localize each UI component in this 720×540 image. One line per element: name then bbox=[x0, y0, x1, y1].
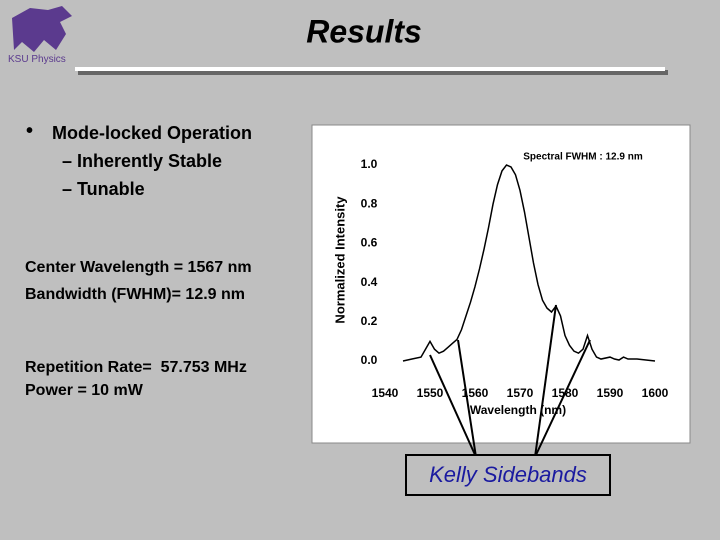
x-tick-label: 1600 bbox=[642, 386, 669, 400]
x-tick-label: 1570 bbox=[507, 386, 534, 400]
x-tick-label: 1550 bbox=[417, 386, 444, 400]
y-tick-label: 0.8 bbox=[361, 196, 378, 210]
logo-text: KSU Physics bbox=[8, 54, 66, 65]
chart-frame bbox=[311, 124, 691, 444]
sub-bullet-text: Inherently Stable bbox=[77, 151, 223, 171]
y-tick-label: 0.0 bbox=[361, 353, 378, 367]
slide-title: Results bbox=[306, 13, 422, 49]
y-tick-label: 1.0 bbox=[361, 157, 378, 171]
note: Bandwidth (FWHM)= 12.9 nm bbox=[25, 286, 245, 303]
annotation: Spectral FWHM : 12.9 nm bbox=[523, 152, 643, 163]
note: Power = 10 mW bbox=[25, 382, 143, 399]
note: Repetition Rate= 57.753 MHz bbox=[25, 359, 247, 376]
title-rule-shadow bbox=[78, 70, 668, 75]
x-tick-label: 1540 bbox=[372, 386, 399, 400]
y-tick-label: 0.2 bbox=[361, 314, 378, 328]
bullet: Mode-locked Operation bbox=[52, 123, 253, 143]
y-tick-label: 0.6 bbox=[361, 236, 378, 250]
logo bbox=[12, 6, 72, 52]
sub-bullet-text: Tunable bbox=[77, 179, 145, 199]
x-axis-label: Wavelength (nm) bbox=[470, 403, 566, 417]
callout-arrows bbox=[429, 304, 591, 458]
spectrum-line bbox=[402, 164, 656, 362]
title-rule bbox=[75, 67, 665, 71]
callout-box bbox=[405, 454, 611, 496]
sub-bullet: – Inherently Stable bbox=[62, 151, 223, 171]
y-tick-label: 0.4 bbox=[361, 275, 378, 289]
callout-text: Kelly Sidebands bbox=[429, 462, 587, 487]
x-tick-label: 1590 bbox=[597, 386, 624, 400]
sub-bullet: – Tunable bbox=[62, 179, 145, 199]
note: Center Wavelength = 1567 nm bbox=[25, 259, 252, 276]
y-axis-label: Normalized Intensity bbox=[332, 196, 347, 324]
x-tick-label: 1560 bbox=[462, 386, 489, 400]
bullet-dot: • bbox=[26, 120, 34, 142]
chart: 0.00.20.40.60.81.01540155015601570158015… bbox=[332, 152, 668, 418]
